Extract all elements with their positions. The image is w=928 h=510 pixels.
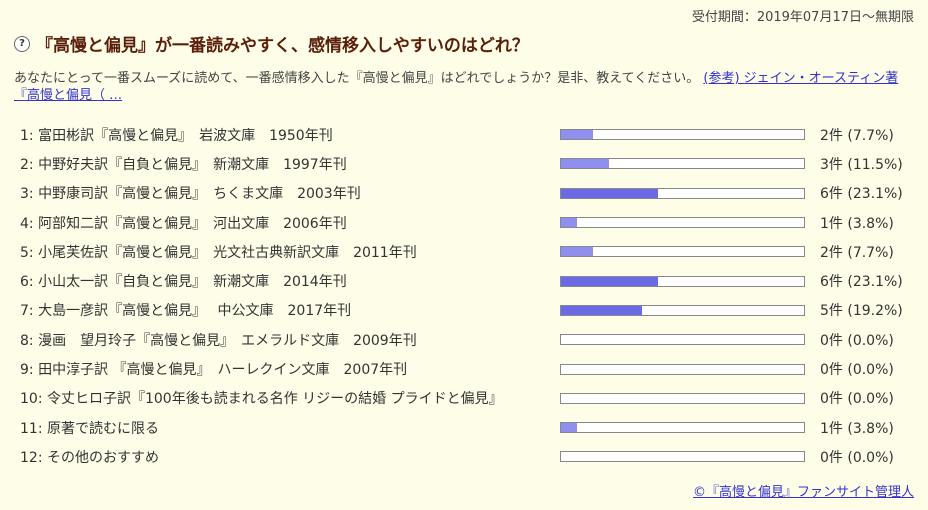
poll-option-label: 6: 小山太一訳『自負と偏見』 新潮文庫 2014年刊 bbox=[20, 274, 347, 291]
result-bar-fill bbox=[561, 305, 642, 315]
poll-option-row: 3: 中野康司訳『高慢と偏見』 ちくま文庫 2003年刊 6件 (23.1%) bbox=[14, 179, 920, 208]
poll-option-label: 12: その他のおすすめ bbox=[20, 449, 159, 466]
poll-option-row: 2: 中野好夫訳『自負と偏見』 新潮文庫 1997年刊 3件 (11.5%) bbox=[14, 149, 920, 178]
poll-option-bar-cell bbox=[560, 179, 820, 208]
result-bar-track bbox=[560, 187, 805, 199]
poll-option-count: 6件 (23.1%) bbox=[820, 274, 903, 291]
poll-option-label: 8: 漫画 望月玲子『高慢と偏見』 エメラルド文庫 2009年刊 bbox=[20, 332, 417, 349]
poll-option-label: 11: 原著で読むに限る bbox=[20, 420, 159, 437]
result-bar-fill bbox=[561, 276, 659, 286]
poll-option-row: 7: 大島一彦訳『高慢と偏見』 中公文庫 2017年刊 5件 (19.2%) bbox=[14, 296, 920, 325]
result-bar-track bbox=[560, 275, 805, 287]
result-bar-fill bbox=[561, 423, 577, 433]
poll-option-label: 4: 阿部知二訳『高慢と偏見』 河出文庫 2006年刊 bbox=[20, 215, 347, 232]
result-bar-fill bbox=[561, 247, 594, 257]
result-bar-track bbox=[560, 158, 805, 170]
poll-option-bar-cell bbox=[560, 266, 820, 295]
result-bar-track bbox=[560, 129, 805, 141]
poll-option-bar-cell bbox=[560, 413, 820, 442]
poll-option-row: 11: 原著で読むに限る 1件 (3.8%) bbox=[14, 413, 920, 442]
reference-link[interactable]: (参考) ジェイン・オースティン著『高慢と偏見（ … bbox=[14, 71, 899, 103]
poll-option-label: 7: 大島一彦訳『高慢と偏見』 中公文庫 2017年刊 bbox=[20, 303, 352, 320]
poll-option-count: 1件 (3.8%) bbox=[820, 420, 894, 437]
poll-option-count: 2件 (7.7%) bbox=[820, 244, 894, 261]
poll-option-bar-cell bbox=[560, 237, 820, 266]
question-circle-icon: ? bbox=[14, 35, 30, 52]
poll-option-count: 1件 (3.8%) bbox=[820, 215, 894, 232]
result-bar-fill bbox=[561, 159, 610, 169]
poll-option-count: 6件 (23.1%) bbox=[820, 186, 903, 203]
poll-option-label: 5: 小尾芙佐訳『高慢と偏見』 光文社古典新訳文庫 2011年刊 bbox=[20, 244, 417, 261]
poll-option-label: 2: 中野好夫訳『自負と偏見』 新潮文庫 1997年刊 bbox=[20, 156, 347, 173]
poll-option-label: 3: 中野康司訳『高慢と偏見』 ちくま文庫 2003年刊 bbox=[20, 186, 361, 203]
poll-option-bar-cell bbox=[560, 325, 820, 354]
poll-option-bar-cell bbox=[560, 208, 820, 237]
result-bar-track bbox=[560, 363, 805, 375]
poll-option-row: 12: その他のおすすめ 0件 (0.0%) bbox=[14, 442, 920, 471]
poll-option-bar-cell bbox=[560, 149, 820, 178]
result-bar-track bbox=[560, 334, 805, 346]
poll-option-bar-cell bbox=[560, 354, 820, 383]
poll-option-row: 6: 小山太一訳『自負と偏見』 新潮文庫 2014年刊 6件 (23.1%) bbox=[14, 266, 920, 295]
poll-option-row: 4: 阿部知二訳『高慢と偏見』 河出文庫 2006年刊 1件 (3.8%) bbox=[14, 208, 920, 237]
poll-option-count: 2件 (7.7%) bbox=[820, 127, 894, 144]
poll-results-table: 1: 富田彬訳『高慢と偏見』 岩波文庫 1950年刊 2件 (7.7%) 2: 中野… bbox=[14, 120, 920, 472]
poll-option-count: 0件 (0.0%) bbox=[820, 332, 894, 349]
poll-option-label: 10: 令丈ヒロ子訳『100年後も読まれる名作 リジーの結婚 プライドと偏見』 bbox=[20, 391, 503, 408]
poll-option-label: 9: 田中淳子訳 『高慢と偏見』 ハーレクイン文庫 2007年刊 bbox=[20, 362, 408, 379]
poll-option-bar-cell bbox=[560, 442, 820, 471]
poll-option-bar-cell bbox=[560, 384, 820, 413]
result-bar-fill bbox=[561, 218, 577, 228]
poll-option-count: 0件 (0.0%) bbox=[820, 362, 894, 379]
result-bar-track bbox=[560, 422, 805, 434]
result-bar-track bbox=[560, 246, 805, 258]
result-bar-track bbox=[560, 392, 805, 404]
poll-option-row: 10: 令丈ヒロ子訳『100年後も読まれる名作 リジーの結婚 プライドと偏見』 0… bbox=[14, 384, 920, 413]
poll-option-count: 0件 (0.0%) bbox=[820, 391, 894, 408]
poll-deadline: 受付期間：2019年07月17日〜無期限 bbox=[691, 10, 914, 25]
result-bar-track bbox=[560, 304, 805, 316]
poll-title-row: ? 『高慢と偏見』が一番読みやすく、感情移入しやすいのはどれ？ bbox=[14, 31, 529, 56]
poll-option-row: 9: 田中淳子訳 『高慢と偏見』 ハーレクイン文庫 2007年刊 0件 (0.0%… bbox=[14, 354, 920, 383]
poll-description-block: あなたにとって一番スムーズに読めて、一番感情移入した『高慢と偏見』はどれでしょう… bbox=[14, 70, 914, 104]
poll-title: 『高慢と偏見』が一番読みやすく、感情移入しやすいのはどれ？ bbox=[36, 36, 529, 56]
poll-option-label: 1: 富田彬訳『高慢と偏見』 岩波文庫 1950年刊 bbox=[20, 127, 333, 144]
poll-option-count: 5件 (19.2%) bbox=[820, 303, 903, 320]
result-bar-track bbox=[560, 217, 805, 229]
poll-option-row: 5: 小尾芙佐訳『高慢と偏見』 光文社古典新訳文庫 2011年刊 2件 (7.7%… bbox=[14, 237, 920, 266]
poll-option-count: 3件 (11.5%) bbox=[820, 156, 903, 173]
fansite-admin-link[interactable]: ©『高慢と偏見』ファンサイト管理人 bbox=[692, 485, 914, 500]
poll-description: あなたにとって一番スムーズに読めて、一番感情移入した『高慢と偏見』はどれでしょう… bbox=[14, 71, 700, 86]
poll-option-count: 0件 (0.0%) bbox=[820, 449, 894, 466]
poll-option-bar-cell bbox=[560, 120, 820, 149]
result-bar-fill bbox=[561, 188, 659, 198]
poll-option-row: 1: 富田彬訳『高慢と偏見』 岩波文庫 1950年刊 2件 (7.7%) bbox=[14, 120, 920, 149]
result-bar-fill bbox=[561, 130, 594, 140]
poll-option-bar-cell bbox=[560, 296, 820, 325]
poll-option-row: 8: 漫画 望月玲子『高慢と偏見』 エメラルド文庫 2009年刊 0件 (0.0%… bbox=[14, 325, 920, 354]
result-bar-track bbox=[560, 451, 805, 463]
